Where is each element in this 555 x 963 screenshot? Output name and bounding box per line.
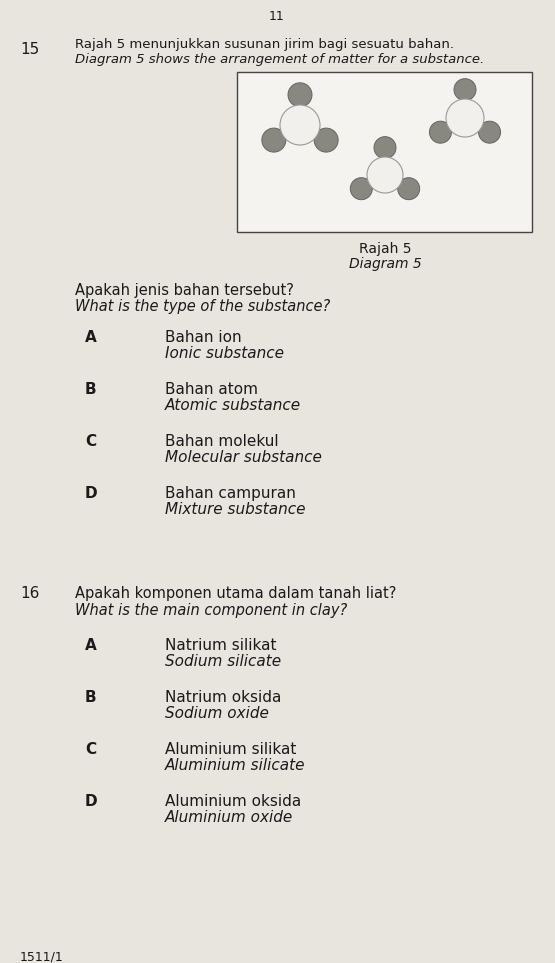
- Circle shape: [367, 157, 403, 193]
- Text: Bahan campuran: Bahan campuran: [165, 486, 296, 501]
- Text: Diagram 5: Diagram 5: [349, 257, 421, 271]
- Text: D: D: [85, 486, 98, 501]
- Text: Apakah jenis bahan tersebut?: Apakah jenis bahan tersebut?: [75, 283, 294, 298]
- Text: B: B: [85, 690, 97, 705]
- Text: Sodium silicate: Sodium silicate: [165, 654, 281, 669]
- FancyBboxPatch shape: [237, 72, 532, 232]
- Text: Bahan ion: Bahan ion: [165, 330, 241, 345]
- Text: Rajah 5 menunjukkan susunan jirim bagi sesuatu bahan.: Rajah 5 menunjukkan susunan jirim bagi s…: [75, 38, 454, 51]
- Text: Sodium oxide: Sodium oxide: [165, 706, 269, 721]
- Text: Bahan atom: Bahan atom: [165, 382, 258, 397]
- Text: Mixture substance: Mixture substance: [165, 502, 305, 517]
- Text: Apakah komponen utama dalam tanah liat?: Apakah komponen utama dalam tanah liat?: [75, 586, 396, 601]
- Text: A: A: [85, 330, 97, 345]
- Text: 11: 11: [269, 10, 285, 23]
- Text: D: D: [85, 794, 98, 809]
- Circle shape: [478, 121, 501, 143]
- Text: Diagram 5 shows the arrangement of matter for a substance.: Diagram 5 shows the arrangement of matte…: [75, 53, 485, 66]
- Text: Molecular substance: Molecular substance: [165, 450, 322, 465]
- Text: 1511/1: 1511/1: [20, 950, 64, 963]
- Circle shape: [314, 128, 338, 152]
- Text: Atomic substance: Atomic substance: [165, 398, 301, 413]
- Text: Aluminium silikat: Aluminium silikat: [165, 742, 296, 757]
- Text: Natrium silikat: Natrium silikat: [165, 638, 276, 653]
- Circle shape: [280, 105, 320, 145]
- Text: C: C: [85, 434, 96, 449]
- Circle shape: [398, 178, 420, 199]
- Circle shape: [262, 128, 286, 152]
- Text: Bahan molekul: Bahan molekul: [165, 434, 279, 449]
- Text: C: C: [85, 742, 96, 757]
- Text: What is the type of the substance?: What is the type of the substance?: [75, 299, 330, 314]
- Circle shape: [430, 121, 451, 143]
- Text: 15: 15: [20, 42, 39, 57]
- Text: Aluminium oxide: Aluminium oxide: [165, 810, 293, 825]
- Circle shape: [350, 178, 372, 199]
- Circle shape: [446, 99, 484, 137]
- Text: 16: 16: [20, 586, 39, 601]
- Text: Ionic substance: Ionic substance: [165, 346, 284, 361]
- Text: Aluminium oksida: Aluminium oksida: [165, 794, 301, 809]
- Text: Aluminium silicate: Aluminium silicate: [165, 758, 305, 773]
- Text: A: A: [85, 638, 97, 653]
- Circle shape: [454, 79, 476, 101]
- Text: B: B: [85, 382, 97, 397]
- Text: What is the main component in clay?: What is the main component in clay?: [75, 603, 347, 618]
- Text: Natrium oksida: Natrium oksida: [165, 690, 281, 705]
- Text: Rajah 5: Rajah 5: [359, 242, 411, 256]
- Circle shape: [288, 83, 312, 107]
- Circle shape: [374, 137, 396, 159]
